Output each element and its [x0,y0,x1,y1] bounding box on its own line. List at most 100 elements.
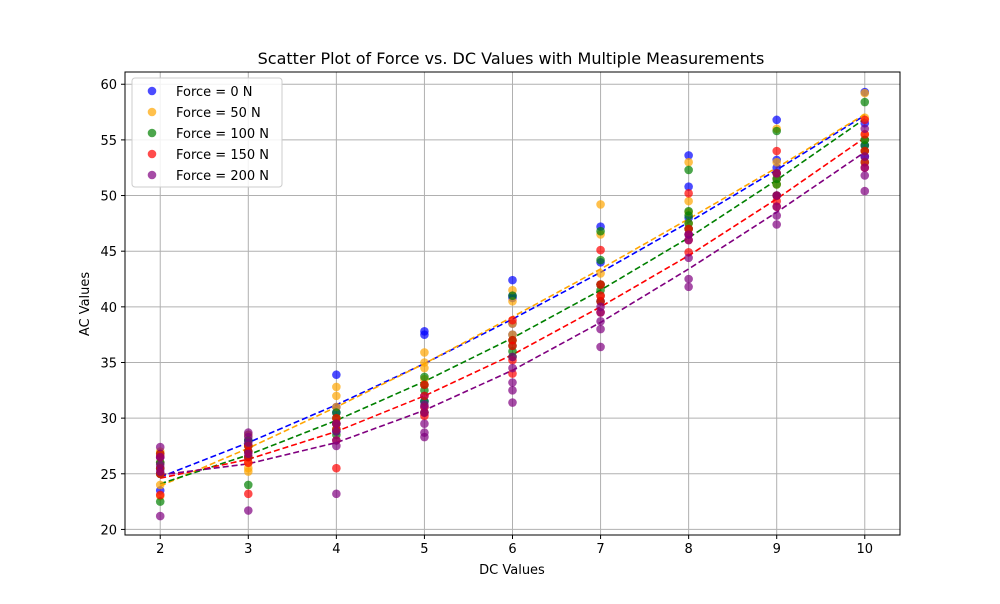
legend-marker [147,170,157,180]
trend-line [159,114,866,478]
data-point [155,460,165,470]
data-point [860,88,870,98]
x-tick-label: 8 [684,542,692,557]
data-point [684,151,693,160]
data-point [155,452,165,462]
data-point [155,467,165,476]
data-point [772,168,782,178]
data-point [772,202,782,211]
y-axis-label: AC Values [78,272,93,337]
data-point [508,335,517,345]
data-point [684,253,693,263]
data-point [860,186,870,196]
data-point [508,398,517,407]
data-point [508,315,517,325]
data-point [860,163,870,173]
data-point [684,165,693,175]
data-point [508,291,517,301]
data-point [243,449,253,459]
data-point [243,506,253,515]
x-tick-label: 6 [508,542,516,557]
data-point [684,274,693,284]
data-point [420,348,429,357]
data-point [596,255,605,265]
data-point [508,352,517,362]
data-point [420,330,429,339]
data-point [420,363,429,373]
data-point [332,370,341,380]
data-point [332,441,341,451]
data-point [772,126,782,136]
x-tick-label: 9 [773,542,781,557]
data-point [155,442,165,452]
data-point [243,480,253,490]
data-point [772,146,782,156]
data-point [420,428,429,437]
legend-label: Force = 150 N [176,148,269,163]
data-point [596,226,605,236]
data-point [860,124,870,134]
data-point [772,220,782,229]
legend-marker [147,86,157,96]
y-tick-label: 45 [100,245,117,260]
data-point [420,372,429,382]
y-tick-label: 25 [100,468,117,483]
data-point [332,427,341,436]
data-point [596,324,605,334]
data-point [420,400,429,410]
data-point [243,467,253,476]
data-point [420,380,429,390]
data-point [332,391,341,401]
data-point [860,171,870,180]
data-point [860,152,870,161]
chart-title: Scatter Plot of Force vs. DC Values with… [258,49,765,68]
data-point [420,391,429,401]
data-point [596,291,605,301]
x-tick-label: 7 [596,542,604,557]
legend-label: Force = 200 N [176,169,269,184]
data-point [508,386,517,395]
data-point [860,115,870,125]
data-point [684,211,693,220]
data-point [772,191,782,200]
data-point [772,115,782,125]
data-point [596,302,605,312]
data-point [155,511,165,521]
data-point [508,378,517,387]
data-point [684,196,693,206]
data-point [772,157,782,167]
legend: Force = 0 N Force = 50 N Force = 100 N Forc… [131,77,283,188]
data-point [155,480,165,490]
x-tick-label: 2 [156,542,164,557]
data-point [420,408,429,417]
data-point [596,200,605,209]
data-point [596,342,605,352]
data-point [684,189,693,198]
data-point [684,182,693,191]
data-point [420,419,429,429]
data-point [596,317,605,326]
y-tick-label: 55 [100,134,117,149]
y-tick-label: 30 [100,412,117,427]
data-point [243,489,253,499]
data-point [684,282,693,292]
y-tick-label: 60 [100,78,117,93]
legend-label: Force = 50 N [176,106,261,121]
data-point [596,280,605,289]
data-point [596,245,605,255]
y-tick-label: 40 [100,301,117,316]
data-point [332,382,341,392]
data-point [860,97,870,107]
x-tick-label: 3 [244,542,252,557]
legend-marker [147,107,157,117]
x-tick-label: 10 [856,542,873,557]
data-point [243,458,253,467]
data-point [332,463,341,473]
x-tick-label: 4 [332,542,340,557]
legend-label: Force = 100 N [176,127,269,142]
data-point [243,438,253,447]
data-point [684,157,693,167]
data-point [684,230,693,239]
